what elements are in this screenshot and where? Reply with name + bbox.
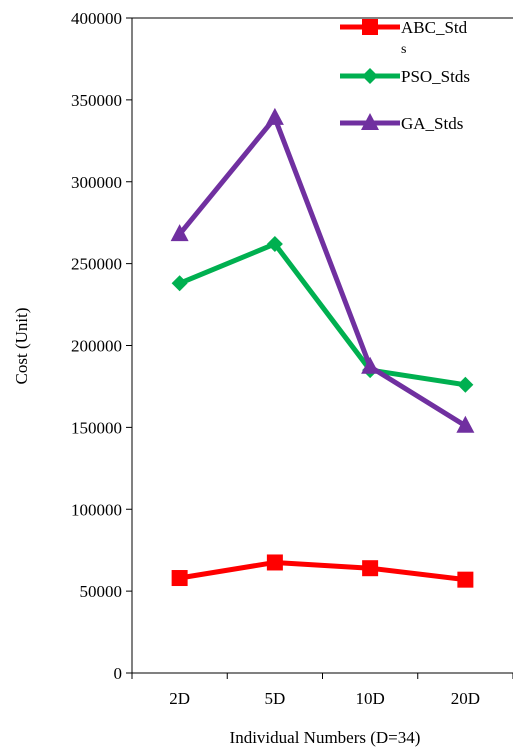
data-point	[457, 571, 474, 588]
data-point	[457, 376, 474, 393]
legend-marker	[362, 19, 378, 35]
data-point	[170, 224, 189, 242]
y-tick-label: 300000	[71, 173, 122, 192]
series-PSO_Stds	[171, 235, 474, 393]
data-point	[171, 570, 188, 587]
data-point	[266, 235, 283, 252]
x-tick-label: 2D	[169, 689, 190, 708]
series-GA_Stds	[170, 107, 475, 433]
series-line	[179, 559, 466, 583]
legend-label: GA_Stds	[401, 114, 463, 133]
x-tick-label: 10D	[355, 689, 384, 708]
y-tick-label: 400000	[71, 9, 122, 28]
legend-item: ABC_Stds	[340, 18, 468, 57]
y-tick-label: 150000	[71, 418, 122, 437]
legend-label: ABC_Std	[401, 18, 468, 37]
x-axis-ticks: 2D 5D 10D 20D	[131, 673, 513, 708]
data-point	[362, 560, 379, 577]
y-tick-label: 250000	[71, 255, 122, 274]
series-layer	[170, 107, 475, 588]
x-tick-label: 5D	[264, 689, 285, 708]
y-tick-label: 350000	[71, 91, 122, 110]
series-line	[178, 241, 466, 388]
series-ABC_Std	[171, 554, 474, 588]
data-point	[456, 415, 475, 433]
y-tick-label: 100000	[71, 500, 122, 519]
legend-item: PSO_Stds	[340, 67, 470, 86]
x-tick-label: 20D	[451, 689, 480, 708]
x-axis-title: Individual Numbers (D=34)	[230, 728, 421, 747]
legend-item: GA_Stds	[340, 113, 463, 133]
y-axis-title: Cost (Unit)	[12, 308, 31, 385]
y-axis-ticks: 0 50000 100000 150000 200000 250000 300000 3500…	[71, 9, 132, 683]
legend-label: PSO_Stds	[401, 67, 470, 86]
series-line	[177, 115, 467, 428]
legend-marker	[362, 68, 378, 84]
data-point	[361, 356, 380, 374]
legend-label-wrap: s	[401, 42, 406, 57]
data-point	[266, 554, 283, 571]
legend-marker	[361, 113, 379, 130]
y-tick-label: 0	[114, 664, 123, 683]
data-point	[265, 107, 284, 125]
legend: ABC_Stds PSO_Stds GA_Stds	[340, 18, 470, 133]
y-tick-label: 200000	[71, 337, 122, 356]
y-tick-label: 50000	[80, 582, 123, 601]
data-point	[171, 275, 188, 292]
